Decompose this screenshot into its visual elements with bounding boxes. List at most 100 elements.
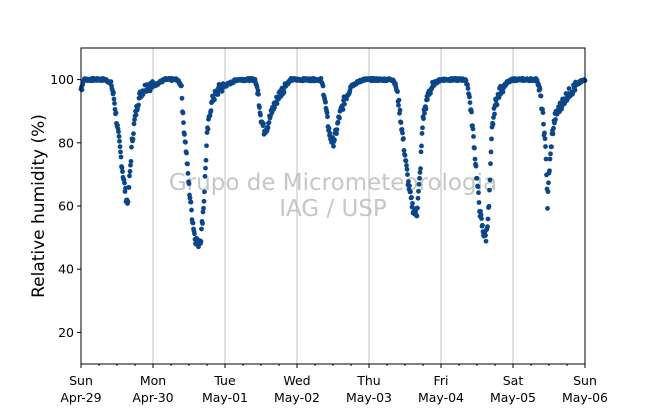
data-point [417, 175, 422, 181]
data-point [542, 136, 548, 142]
data-point [422, 110, 427, 116]
x-tick-label-date: May-03 [346, 390, 392, 405]
x-tick-label-day: Mon [140, 373, 166, 388]
data-point [538, 93, 544, 99]
data-point [488, 149, 494, 155]
data-point [421, 116, 426, 122]
data-point [113, 110, 119, 116]
data-point [215, 91, 221, 97]
data-point [334, 127, 340, 133]
data-point [128, 162, 133, 168]
data-point [545, 206, 550, 211]
x-tick-label-date: May-04 [418, 390, 464, 405]
data-point [549, 144, 554, 150]
data-point [342, 101, 347, 107]
data-point [128, 158, 134, 164]
x-axis: Sun Apr-29 Mon Apr-30 Tue May-01 Wed May-02 Thu M… [60, 364, 608, 405]
data-point [131, 121, 137, 127]
data-point [469, 109, 474, 115]
data-point [551, 125, 556, 131]
data-point [127, 169, 133, 174]
data-point [331, 143, 336, 149]
data-point [136, 102, 141, 108]
data-point [185, 161, 190, 167]
data-point [108, 79, 114, 85]
data-point [201, 205, 206, 211]
data-point [407, 183, 412, 189]
data-point [396, 102, 401, 108]
data-point [480, 222, 485, 228]
data-point [335, 119, 341, 125]
data-point [120, 169, 125, 175]
data-point [487, 187, 492, 193]
data-point [79, 87, 85, 93]
data-point [324, 110, 330, 116]
y-tick-label: 80 [58, 135, 74, 150]
data-point [179, 95, 185, 101]
data-point [409, 195, 414, 200]
y-tick-label: 20 [58, 325, 74, 340]
data-point [202, 189, 207, 195]
data-point [483, 233, 488, 238]
data-point [401, 136, 406, 141]
x-tick-label-day: Tue [213, 373, 236, 388]
data-point [478, 212, 484, 218]
data-point [472, 145, 477, 151]
data-point [402, 152, 408, 158]
data-point [117, 138, 122, 144]
data-point [545, 189, 551, 195]
data-point [401, 147, 407, 153]
data-point [419, 143, 424, 149]
y-tick-label: 40 [58, 262, 74, 277]
data-point [537, 86, 543, 92]
data-point [476, 200, 482, 205]
data-point [485, 224, 490, 230]
data-point [406, 179, 411, 184]
data-point [418, 149, 424, 155]
data-point [543, 156, 549, 162]
data-point [325, 114, 330, 120]
data-point [488, 161, 493, 167]
x-tick-label-date: May-06 [562, 390, 608, 405]
x-tick-label-date: Apr-29 [60, 390, 101, 405]
data-point [474, 175, 480, 181]
data-point [566, 86, 572, 91]
data-point [258, 112, 263, 118]
data-point [414, 213, 420, 219]
data-point [198, 238, 204, 244]
x-tick-label-date: May-01 [202, 390, 248, 405]
data-point [540, 110, 546, 116]
data-point [255, 88, 261, 93]
y-axis-label: Relative humidity (%) [29, 114, 49, 298]
data-point [116, 129, 121, 135]
data-point [189, 207, 194, 213]
data-point [490, 122, 496, 127]
data-point [323, 99, 328, 105]
data-point [543, 144, 548, 149]
data-point [486, 203, 492, 209]
data-point [550, 131, 556, 137]
data-point [393, 81, 398, 87]
watermark-line: IAG / USP [279, 196, 387, 222]
data-point [133, 112, 139, 118]
data-point [131, 131, 136, 137]
x-tick-label-day: Sun [69, 373, 93, 388]
data-point [483, 238, 489, 244]
data-point [122, 180, 127, 186]
data-point [126, 185, 132, 190]
data-points [78, 75, 588, 250]
data-point [212, 97, 217, 103]
data-point [192, 231, 197, 237]
data-point [208, 108, 214, 114]
data-point [542, 130, 547, 136]
data-point [471, 134, 476, 139]
y-tick-label: 100 [50, 72, 74, 87]
data-point [410, 201, 415, 206]
data-point [416, 181, 422, 187]
x-tick-label-date: Apr-30 [132, 390, 173, 405]
data-point [416, 188, 421, 194]
data-point [181, 120, 186, 126]
data-point [327, 131, 333, 136]
